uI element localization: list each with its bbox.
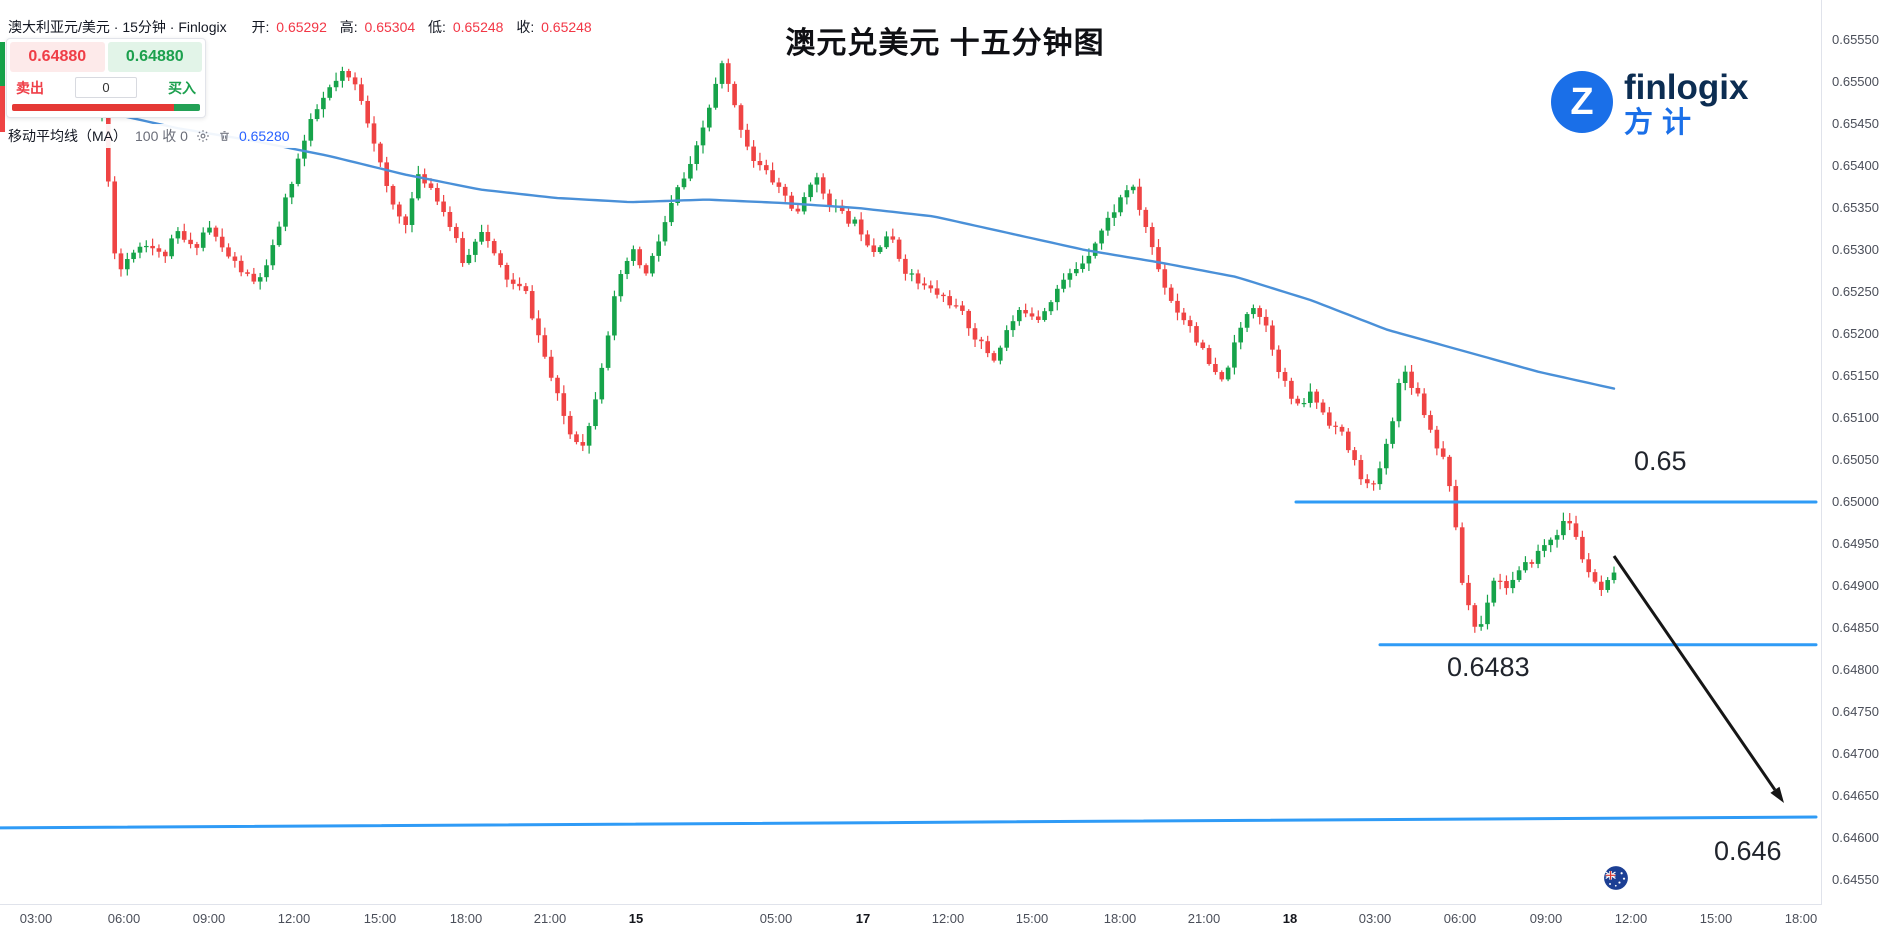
symbol-info-bar[interactable]: 澳大利亚元/美元 · 15分钟 · Finlogix 开: 0.65292 高:… (8, 15, 598, 39)
buy-button[interactable]: 买入 (168, 79, 196, 96)
time-tick: 12:00 (1614, 911, 1648, 926)
level-label-0-646[interactable]: 0.646 (1714, 836, 1782, 866)
time-tick: 21:00 (533, 911, 567, 926)
level-label-0-65[interactable]: 0.65 (1634, 446, 1687, 476)
time-tick: 18:00 (1784, 911, 1818, 926)
sell-price-button[interactable]: 0.64880 (10, 42, 105, 72)
partial-candle-up (0, 42, 5, 86)
high-label: 高: (339, 19, 358, 35)
time-tick: 03:00 (19, 911, 53, 926)
time-tick: 06:00 (107, 911, 141, 926)
finlogix-logo-icon: Z (1551, 71, 1613, 133)
price-tick: 0.64950 (1832, 536, 1879, 551)
open-value: 0.65292 (276, 19, 327, 35)
chart-title: 澳元兑美元 十五分钟图 (785, 27, 1105, 60)
price-tick: 0.64600 (1832, 830, 1879, 845)
price-tick: 0.65400 (1832, 158, 1879, 173)
price-tick: 0.64650 (1832, 788, 1879, 803)
time-tick: 18:00 (1103, 911, 1137, 926)
time-tick: 21:00 (1187, 911, 1221, 926)
price-tick: 0.65000 (1832, 494, 1879, 509)
symbol-name[interactable]: 澳大利亚元/美元 · 15分钟 · Finlogix (8, 19, 227, 35)
price-tick: 0.65050 (1832, 452, 1879, 467)
time-tick: 03:00 (1358, 911, 1392, 926)
time-tick-day: 15 (628, 911, 644, 926)
indicator-params: 100 收 0 (135, 128, 188, 144)
price-tick: 0.65300 (1832, 242, 1879, 257)
price-tick: 0.65350 (1832, 200, 1879, 215)
high-value: 0.65304 (364, 19, 416, 35)
price-tick: 0.65100 (1832, 410, 1879, 425)
level-label-0-6483[interactable]: 0.6483 (1447, 652, 1530, 682)
order-panel: 0.64880 0.64880 卖出 0 买入 (6, 38, 206, 118)
quantity-input[interactable]: 0 (75, 77, 137, 98)
time-tick: 12:00 (931, 911, 965, 926)
time-tick: 18:00 (449, 911, 483, 926)
time-tick: 12:00 (277, 911, 311, 926)
time-tick: 15:00 (363, 911, 397, 926)
indicator-name: 移动平均线（MA） (8, 128, 127, 144)
time-axis[interactable]: 03:00 06:00 09:00 12:00 15:00 18:00 21:00 15 05:… (0, 906, 1822, 932)
price-tick: 0.64800 (1832, 662, 1879, 677)
price-tick: 0.65450 (1832, 116, 1879, 131)
price-tick: 0.64550 (1832, 872, 1879, 887)
time-tick: 06:00 (1443, 911, 1477, 926)
sell-button[interactable]: 卖出 (16, 79, 44, 96)
price-tick: 0.64700 (1832, 746, 1879, 761)
time-tick: 15:00 (1699, 911, 1733, 926)
australia-flag-icon (1603, 865, 1629, 896)
buy-price-button[interactable]: 0.64880 (107, 42, 202, 72)
chart-pane[interactable]: 澳元兑美元 十五分钟图 澳大利亚元/美元 · 15分钟 · Finlogix 开… (0, 0, 1822, 905)
buy-depth (173, 104, 200, 111)
settings-icon[interactable] (196, 129, 210, 143)
logo-text: finlogix 方计 (1624, 68, 1749, 139)
low-value: 0.65248 (452, 19, 504, 35)
low-label: 低: (428, 19, 446, 35)
time-tick-day: 17 (855, 911, 871, 926)
price-tick: 0.64750 (1832, 704, 1879, 719)
price-tick: 0.65200 (1832, 326, 1879, 341)
sell-depth (12, 104, 174, 111)
price-tick: 0.65550 (1832, 32, 1879, 47)
time-tick: 09:00 (192, 911, 226, 926)
indicator-value: 0.65280 (238, 128, 290, 144)
logo-mark-letter: Z (1570, 80, 1594, 123)
price-tick: 0.65250 (1832, 284, 1879, 299)
price-tick: 0.64900 (1832, 578, 1879, 593)
close-value: 0.65248 (541, 19, 592, 35)
time-tick: 15:00 (1015, 911, 1049, 926)
close-label: 收: (516, 19, 535, 35)
open-label: 开: (251, 19, 270, 35)
candlestick-canvas[interactable] (0, 0, 1822, 905)
delete-icon[interactable] (218, 129, 231, 143)
price-axis[interactable]: 0.65550 0.65500 0.65450 0.65400 0.65350 0.653… (1823, 0, 1880, 905)
finlogix-logo: Z finlogix 方计 (1551, 68, 1749, 139)
brand-name-cn: 方计 (1624, 107, 1701, 139)
price-tick: 0.65500 (1832, 74, 1879, 89)
price-tick: 0.65150 (1832, 368, 1879, 383)
time-tick: 05:00 (759, 911, 793, 926)
time-tick: 09:00 (1529, 911, 1563, 926)
time-tick-day: 18 (1282, 911, 1298, 926)
indicator-legend[interactable]: 移动平均线（MA） 100 收 0 0.65280 (8, 124, 296, 148)
depth-bar (12, 104, 200, 111)
brand-name: finlogix (1624, 68, 1749, 107)
price-tick: 0.64850 (1832, 620, 1879, 635)
partial-candle-down (0, 86, 5, 132)
